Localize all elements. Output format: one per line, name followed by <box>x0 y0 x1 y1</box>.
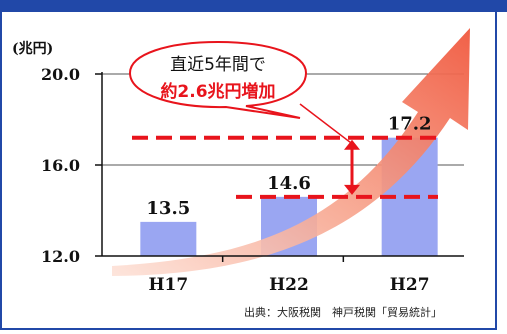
y-tick-label: 16.0 <box>41 156 80 175</box>
y-axis-unit-label: (兆円) <box>12 41 54 57</box>
difference-arrow-down-icon <box>344 184 360 195</box>
data-label-H27: 17.2 <box>388 114 432 135</box>
callout-line-1: 直近5年間で <box>170 55 266 75</box>
y-tick-label: 20.0 <box>41 65 80 84</box>
difference-arrow-up-icon <box>344 139 360 150</box>
callout-pointer <box>299 103 353 145</box>
data-label-H22: 14.6 <box>267 173 311 194</box>
callout-balloon-icon <box>128 40 308 119</box>
callout-line-2: 約2.6兆円増加 <box>160 82 276 102</box>
growth-arrow-icon <box>112 28 470 276</box>
source-note: 出典：大阪税関 神戸税関「貿易統計」 <box>244 306 442 319</box>
x-tick-label-H22: H22 <box>269 275 309 295</box>
x-tick-label-H17: H17 <box>148 275 188 295</box>
bar-H17 <box>140 221 197 256</box>
top-banner-bar <box>0 0 507 12</box>
callout-bubble: 直近5年間で 約2.6兆円増加 <box>128 40 308 119</box>
data-label-H17: 13.5 <box>146 198 190 219</box>
y-tick-label: 12.0 <box>41 247 80 266</box>
x-tick-label-H27: H27 <box>390 275 430 295</box>
